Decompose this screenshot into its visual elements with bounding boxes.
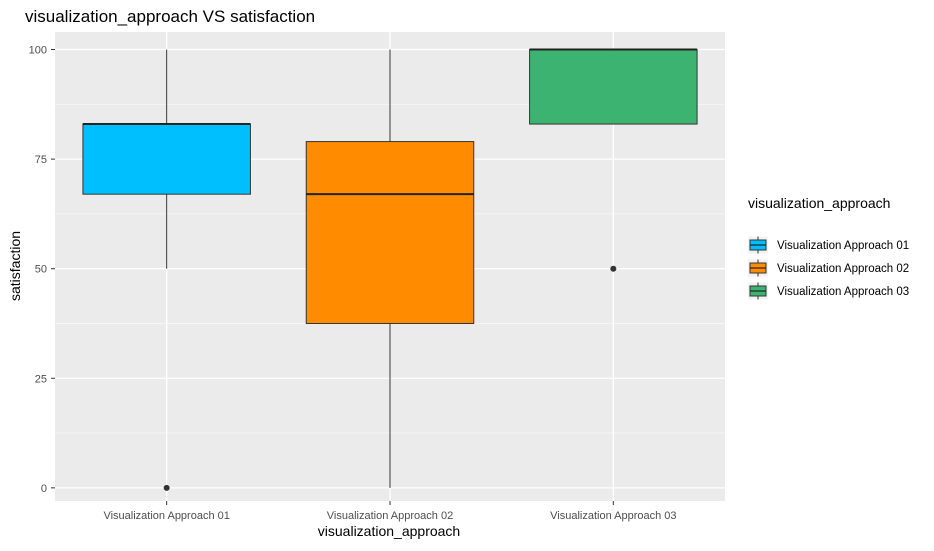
y-axis-title: satisfaction <box>7 231 23 301</box>
legend-item: Visualization Approach 01 <box>748 236 909 254</box>
box-layer <box>82 48 698 491</box>
outlier-point <box>163 484 170 491</box>
legend-label: Visualization Approach 02 <box>777 263 909 275</box>
x-tick-label: Visualization Approach 01 <box>103 510 229 522</box>
legend-title: visualization_approach <box>748 195 890 211</box>
box-body <box>82 123 251 195</box>
legend: visualization_approach Visualization App… <box>748 195 909 300</box>
box-body <box>305 141 475 324</box>
x-tick-label: Visualization Approach 03 <box>550 510 676 522</box>
y-tick-label: 0 <box>41 483 47 495</box>
y-tick-label: 100 <box>29 45 47 57</box>
y-tick-label: 75 <box>35 154 47 166</box>
box-group <box>82 49 251 491</box>
x-axis-title: visualization_approach <box>318 523 460 539</box>
x-tick-label: Visualization Approach 02 <box>327 510 453 522</box>
y-tick-label: 25 <box>35 373 47 385</box>
y-tick-label: 50 <box>35 264 47 276</box>
legend-label: Visualization Approach 01 <box>777 240 909 252</box>
legend-item: Visualization Approach 02 <box>748 259 909 277</box>
axis-layer: 0 25 50 75 100 Visualization Approach 01 Visua… <box>29 45 677 522</box>
box-group <box>305 49 475 488</box>
box-body <box>529 49 698 125</box>
outlier-point <box>610 265 617 272</box>
box-group <box>529 48 698 272</box>
chart-title: visualization_approach VS satisfaction <box>25 7 315 26</box>
legend-item: Visualization Approach 03 <box>748 282 909 300</box>
legend-label: Visualization Approach 03 <box>777 286 909 298</box>
